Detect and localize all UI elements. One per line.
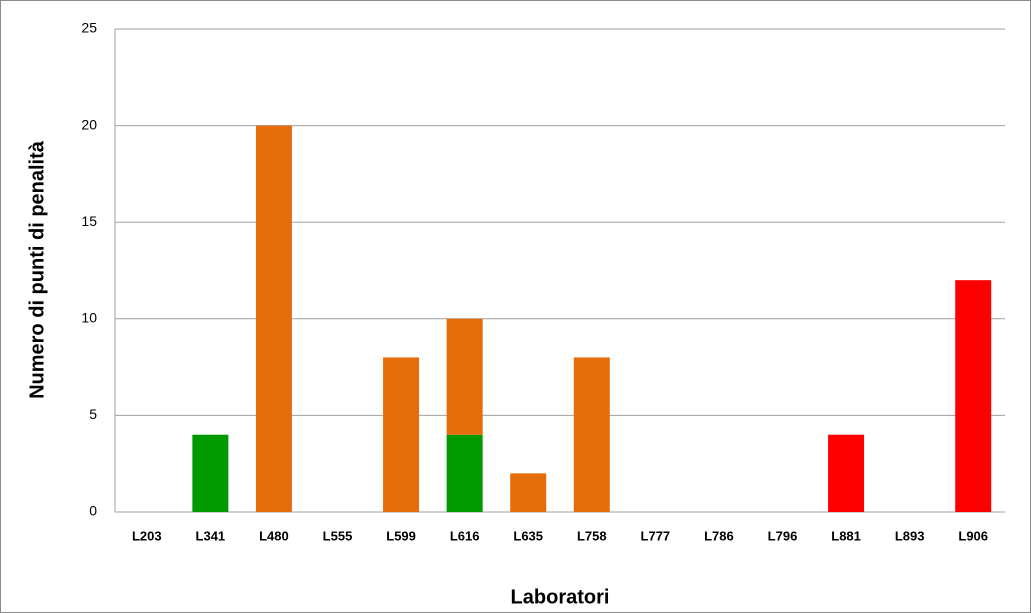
bar-segment [955, 280, 992, 512]
x-tick-label: L893 [895, 528, 925, 543]
x-tick-label: L480 [259, 528, 289, 543]
y-tick-label: 15 [81, 213, 97, 229]
x-tick-label: L758 [577, 528, 607, 543]
y-tick-label: 20 [81, 116, 97, 132]
bar-segment [446, 434, 483, 512]
y-tick-label: 25 [81, 20, 97, 36]
x-tick-label: L881 [831, 528, 861, 543]
bar-segment [446, 318, 483, 435]
x-tick-label: L777 [641, 528, 671, 543]
x-tick-label: L599 [386, 528, 416, 543]
bar-segment [510, 473, 547, 512]
x-tick-label: L203 [132, 528, 162, 543]
x-tick-label: L906 [958, 528, 988, 543]
x-tick-label: L796 [768, 528, 798, 543]
y-tick-label: 5 [89, 406, 97, 422]
y-axis-label: Numero di punti di penalità [26, 140, 48, 399]
y-tick-label: 10 [81, 310, 97, 326]
x-tick-label: L635 [513, 528, 543, 543]
x-tick-label: L616 [450, 528, 480, 543]
x-tick-label: L555 [323, 528, 353, 543]
bar-segment [192, 434, 229, 512]
bar-segment [573, 357, 610, 512]
y-tick-label: 0 [89, 503, 97, 519]
x-axis-label: Laboratori [511, 586, 610, 608]
bar-segment [255, 125, 292, 512]
bar-segment [828, 434, 865, 512]
bar-segment [383, 357, 420, 512]
x-tick-label: L341 [196, 528, 226, 543]
x-tick-label: L786 [704, 528, 734, 543]
